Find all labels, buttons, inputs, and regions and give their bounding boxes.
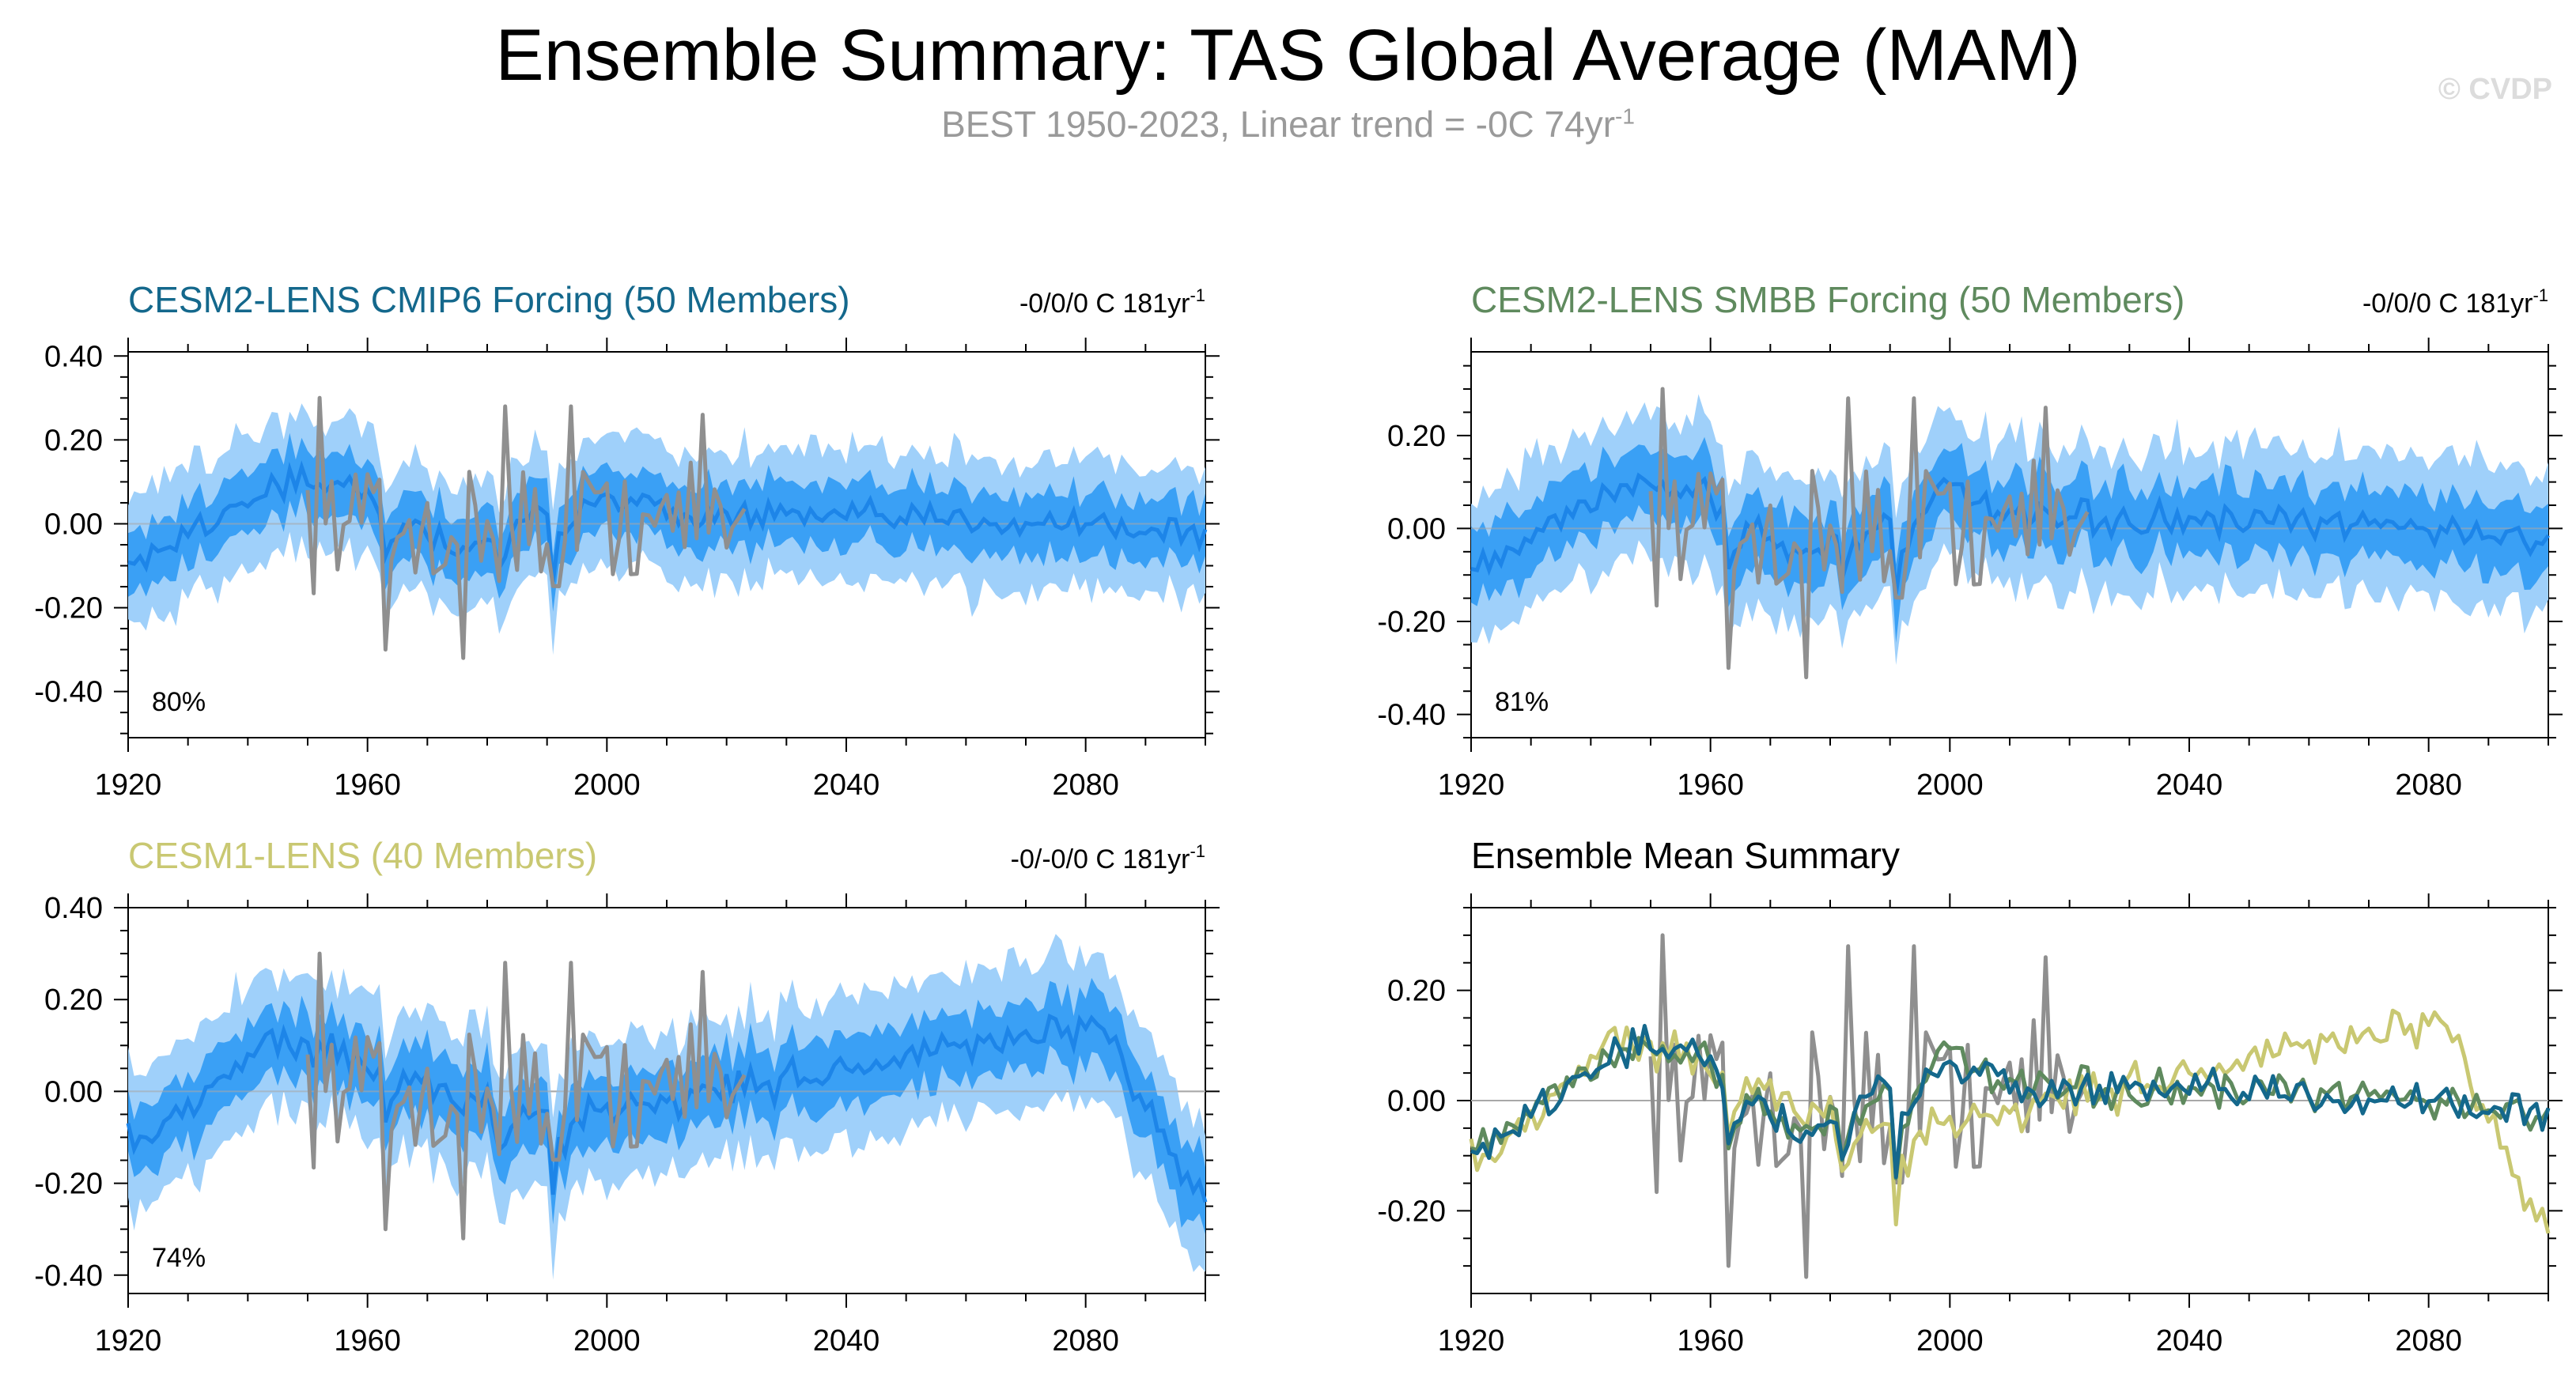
x-tick-label: 1960 xyxy=(334,769,401,802)
x-tick-label: 2000 xyxy=(573,1324,641,1358)
panel-trend: -0/0/0 C 181yr-1 xyxy=(1019,285,1205,319)
observations-line xyxy=(305,951,747,1241)
panel-p4: Ensemble Mean Summary 1920 1960 2000 2040 208… xyxy=(1377,835,2563,1358)
percent-label: 80% xyxy=(152,687,206,717)
x-tick-label: 1920 xyxy=(95,1324,162,1358)
y-tick-label: 0.20 xyxy=(1387,975,1446,1008)
observations-line xyxy=(305,395,747,660)
x-tick-label: 2080 xyxy=(2395,769,2462,802)
observations-line xyxy=(1648,387,2090,680)
y-tick-label: 0.40 xyxy=(44,340,103,373)
x-tick-label: 2040 xyxy=(813,1324,880,1358)
inner-spread-band xyxy=(128,432,1205,612)
panel-title: CESM2-LENS CMIP6 Forcing (50 Members) xyxy=(128,279,850,320)
subtitle-sup: -1 xyxy=(1615,104,1635,129)
percent-label: 81% xyxy=(1495,687,1549,717)
x-tick-label: 2000 xyxy=(1916,1324,1984,1358)
cesm1-mean-line xyxy=(1469,1008,2551,1234)
panel-p3: CESM1-LENS (40 Members) -0/-0/0 C 181yr-1… xyxy=(34,835,1220,1358)
panel-trend-sup: -1 xyxy=(1190,841,1205,861)
y-tick-label: 0.00 xyxy=(44,1075,103,1108)
x-tick-label: 2000 xyxy=(573,769,641,802)
percent-label: 74% xyxy=(152,1243,206,1273)
x-tick-label: 2080 xyxy=(2395,1324,2462,1358)
x-tick-label: 1960 xyxy=(1677,769,1744,802)
y-tick-label: 0.20 xyxy=(44,424,103,457)
x-tick-label: 2040 xyxy=(2156,1324,2223,1358)
panel-p2: CESM2-LENS SMBB Forcing (50 Members) -0/0… xyxy=(1377,279,2563,802)
panel-title: Ensemble Mean Summary xyxy=(1471,835,1900,876)
x-tick-label: 2000 xyxy=(1916,769,1984,802)
panel-trend-sup: -1 xyxy=(1190,285,1205,305)
y-tick-label: 0.00 xyxy=(44,508,103,541)
inner-spread-band xyxy=(128,977,1205,1234)
y-tick-label: 0.20 xyxy=(1387,420,1446,453)
copyright-watermark: © CVDP xyxy=(2438,73,2552,106)
x-tick-label: 1960 xyxy=(1677,1324,1744,1358)
x-tick-label: 2040 xyxy=(813,769,880,802)
ensemble-mean-line xyxy=(1470,472,2551,595)
main-subtitle: BEST 1950-2023, Linear trend = -0C 74yr-… xyxy=(0,103,2576,145)
panel-p1: CESM2-LENS CMIP6 Forcing (50 Members) -0/… xyxy=(34,279,1220,802)
x-tick-label: 1960 xyxy=(334,1324,401,1358)
ensemble-mean-line xyxy=(127,460,1208,583)
x-tick-label: 2040 xyxy=(2156,769,2223,802)
y-tick-label: -0.20 xyxy=(1377,606,1446,639)
main-title: Ensemble Summary: TAS Global Average (MA… xyxy=(495,15,2081,96)
y-tick-label: -0.40 xyxy=(34,1259,103,1293)
x-tick-label: 2080 xyxy=(1052,1324,1119,1358)
y-tick-label: -0.20 xyxy=(34,1168,103,1201)
x-tick-label: 1920 xyxy=(1438,769,1505,802)
y-tick-label: 0.00 xyxy=(1387,1085,1446,1118)
y-tick-label: -0.20 xyxy=(34,592,103,625)
ensemble-mean-line xyxy=(126,1013,1208,1203)
inner-spread-band xyxy=(1471,436,2548,643)
panel-trend-sup: -1 xyxy=(2532,285,2548,305)
panel-trend: -0/0/0 C 181yr-1 xyxy=(2362,285,2548,319)
x-tick-label: 1920 xyxy=(95,769,162,802)
x-tick-label: 1920 xyxy=(1438,1324,1505,1358)
y-tick-label: 0.40 xyxy=(44,892,103,925)
y-tick-label: -0.20 xyxy=(1377,1195,1446,1228)
cesm2-smbb-mean-line xyxy=(1470,1036,2551,1180)
subtitle-text: BEST 1950-2023, Linear trend = -0C 74yr xyxy=(941,104,1616,145)
cesm2-cmip6-mean-line xyxy=(1470,1024,2551,1180)
panel-trend: -0/-0/0 C 181yr-1 xyxy=(1011,841,1205,874)
y-tick-label: 0.00 xyxy=(1387,512,1446,546)
panel-title: CESM1-LENS (40 Members) xyxy=(128,835,597,876)
x-tick-label: 2080 xyxy=(1052,769,1119,802)
y-tick-label: -0.40 xyxy=(1377,699,1446,732)
y-tick-label: 0.20 xyxy=(44,984,103,1017)
y-tick-label: -0.40 xyxy=(34,676,103,709)
panel-title: CESM2-LENS SMBB Forcing (50 Members) xyxy=(1471,279,2184,320)
